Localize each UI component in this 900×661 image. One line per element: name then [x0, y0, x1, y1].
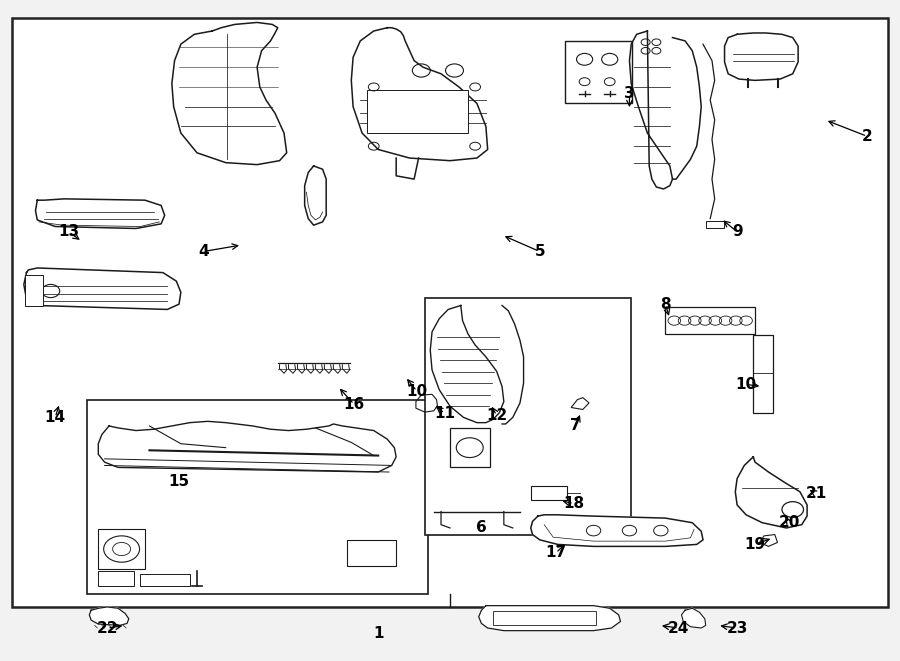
Bar [425, 297, 631, 535]
Bar [346, 540, 396, 566]
Bar [493, 611, 596, 625]
Polygon shape [681, 608, 706, 628]
Bar [24, 274, 42, 306]
Polygon shape [479, 605, 620, 631]
Bar [140, 574, 190, 586]
Polygon shape [672, 38, 701, 179]
Text: 22: 22 [96, 621, 118, 635]
Bar [665, 307, 755, 334]
Text: 18: 18 [563, 496, 584, 511]
Text: 9: 9 [732, 224, 742, 239]
Text: 8: 8 [660, 297, 670, 312]
Text: 10: 10 [735, 377, 757, 392]
Bar [367, 91, 468, 133]
Bar [13, 18, 887, 607]
Polygon shape [735, 457, 807, 528]
Text: 12: 12 [486, 408, 508, 423]
Text: 1: 1 [373, 626, 383, 641]
Text: 15: 15 [168, 475, 190, 489]
Text: 21: 21 [806, 486, 827, 501]
Polygon shape [629, 31, 672, 189]
Polygon shape [172, 22, 287, 165]
Text: 2: 2 [862, 129, 873, 144]
Bar [706, 221, 724, 229]
Polygon shape [351, 28, 488, 161]
Text: 19: 19 [744, 537, 766, 552]
Bar [753, 335, 773, 412]
Text: 20: 20 [778, 515, 800, 530]
Polygon shape [724, 33, 798, 81]
Text: 24: 24 [668, 621, 689, 635]
Text: 14: 14 [45, 410, 66, 425]
Text: 4: 4 [198, 244, 209, 259]
Bar [531, 486, 567, 500]
Text: 13: 13 [58, 224, 79, 239]
Text: 17: 17 [545, 545, 566, 561]
Text: 11: 11 [434, 406, 455, 421]
Polygon shape [35, 199, 165, 229]
Polygon shape [98, 421, 396, 472]
Bar [565, 41, 632, 103]
Polygon shape [430, 305, 504, 422]
Bar [450, 428, 491, 467]
Text: 10: 10 [406, 383, 428, 399]
Polygon shape [502, 305, 524, 424]
Bar [86, 400, 428, 594]
Polygon shape [89, 607, 129, 625]
Polygon shape [304, 166, 326, 225]
Bar [98, 529, 145, 568]
Bar [98, 571, 134, 586]
Text: 6: 6 [476, 520, 487, 535]
Text: 16: 16 [344, 397, 364, 412]
Text: 3: 3 [624, 86, 634, 101]
Text: 5: 5 [535, 244, 545, 259]
Polygon shape [23, 268, 181, 309]
Text: 23: 23 [726, 621, 748, 635]
Polygon shape [531, 515, 703, 547]
Text: 7: 7 [571, 418, 580, 434]
